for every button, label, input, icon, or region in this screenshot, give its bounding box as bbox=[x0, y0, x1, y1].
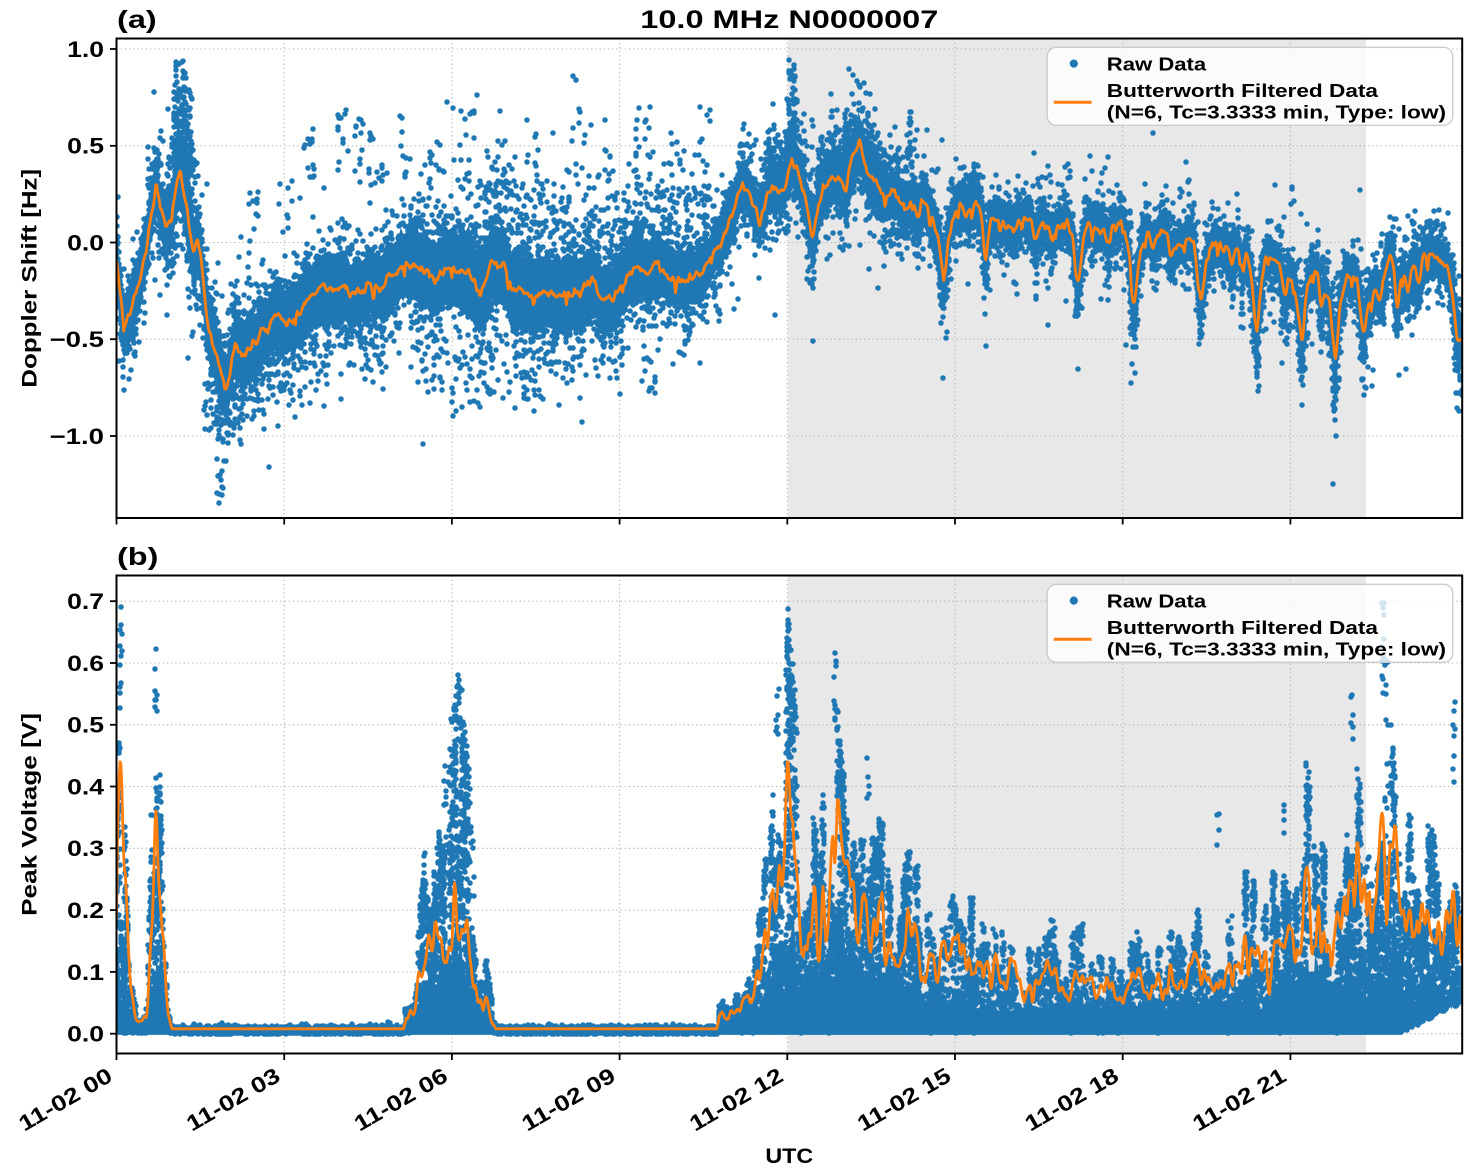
svg-text:0.5: 0.5 bbox=[67, 134, 104, 159]
svg-text:Raw Data: Raw Data bbox=[1107, 591, 1207, 612]
svg-text:0.2: 0.2 bbox=[67, 898, 104, 923]
svg-text:(b): (b) bbox=[117, 543, 158, 571]
svg-text:0.0: 0.0 bbox=[67, 1022, 104, 1047]
svg-text:−1.0: −1.0 bbox=[50, 424, 104, 449]
svg-text:Butterworth Filtered Data: Butterworth Filtered Data bbox=[1107, 80, 1379, 101]
svg-text:(a): (a) bbox=[117, 6, 157, 34]
svg-text:Peak Voltage [V]: Peak Voltage [V] bbox=[18, 713, 42, 916]
svg-text:10.0 MHz N0000007: 10.0 MHz N0000007 bbox=[640, 6, 938, 34]
svg-text:Butterworth Filtered Data: Butterworth Filtered Data bbox=[1107, 617, 1379, 638]
svg-text:(N=6, Tc=3.3333 min, Type: low: (N=6, Tc=3.3333 min, Type: low) bbox=[1107, 102, 1446, 123]
svg-text:0.6: 0.6 bbox=[67, 651, 104, 676]
svg-text:1.0: 1.0 bbox=[67, 37, 104, 62]
svg-text:0.4: 0.4 bbox=[67, 774, 105, 799]
svg-text:0.5: 0.5 bbox=[67, 713, 104, 738]
svg-text:(N=6, Tc=3.3333 min, Type: low: (N=6, Tc=3.3333 min, Type: low) bbox=[1107, 639, 1446, 660]
svg-text:0.0: 0.0 bbox=[67, 230, 104, 255]
svg-text:Raw Data: Raw Data bbox=[1107, 54, 1207, 75]
svg-text:Doppler Shift [Hz]: Doppler Shift [Hz] bbox=[18, 169, 42, 388]
svg-text:0.3: 0.3 bbox=[67, 836, 104, 861]
svg-text:UTC: UTC bbox=[765, 1144, 813, 1168]
svg-text:−0.5: −0.5 bbox=[50, 327, 104, 352]
svg-text:0.1: 0.1 bbox=[67, 960, 104, 985]
svg-text:0.7: 0.7 bbox=[67, 589, 104, 614]
